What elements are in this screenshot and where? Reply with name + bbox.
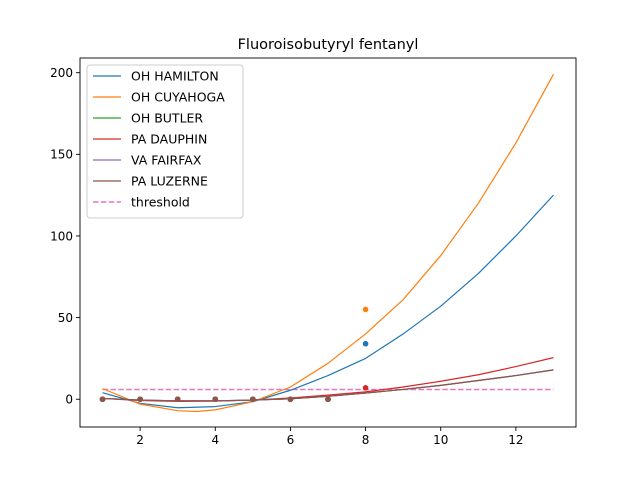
legend-label: OH CUYAHOGA [131,90,225,105]
legend-label: OH HAMILTON [131,69,219,84]
data-point-pa-luzerne [250,396,256,403]
x-tick-label: 8 [362,433,370,447]
chart-title: Fluoroisobutyryl fentanyl [238,37,419,53]
data-point-pa-luzerne [287,396,294,403]
x-tick-label: 12 [508,433,523,447]
y-tick-label: 200 [50,66,73,80]
series-line-oh-cuyahoga [102,74,554,413]
data-point-pa-luzerne [137,396,143,403]
x-tick-label: 6 [287,433,295,447]
legend-label: VA FAIRFAX [131,153,202,168]
y-tick-label: 0 [65,393,73,407]
data-point-pa-luzerne [99,396,106,403]
axes-frame [79,57,577,428]
data-point-pa-luzerne [325,396,331,403]
y-tick-label: 150 [50,148,73,162]
data-point-oh-hamilton [362,340,369,347]
y-tick-label: 50 [58,311,73,325]
axes: 2 4 6 8 10 12 0 50 100 150 200 [50,57,577,447]
x-tick-label: 4 [211,433,219,447]
y-tick-label: 100 [50,229,73,243]
legend-label: threshold [131,195,190,210]
legend-label: PA LUZERNE [131,174,208,189]
x-tick-label: 2 [136,433,144,447]
data-point-oh-cuyahoga [362,306,369,313]
data-point-pa-luzerne [174,396,181,403]
legend-label: PA DAUPHIN [131,132,207,147]
series-line-oh-hamilton [102,194,554,409]
legend: OH HAMILTON OH CUYAHOGA OH BUTLER PA DAUPHI… [86,64,244,219]
legend-box [86,64,244,219]
legend-label: OH BUTLER [131,111,203,126]
data-point-pa-luzerne [212,396,219,403]
x-tick-label: 10 [433,433,448,447]
plot-area [99,74,554,413]
data-point-pa-dauphin [362,385,369,391]
